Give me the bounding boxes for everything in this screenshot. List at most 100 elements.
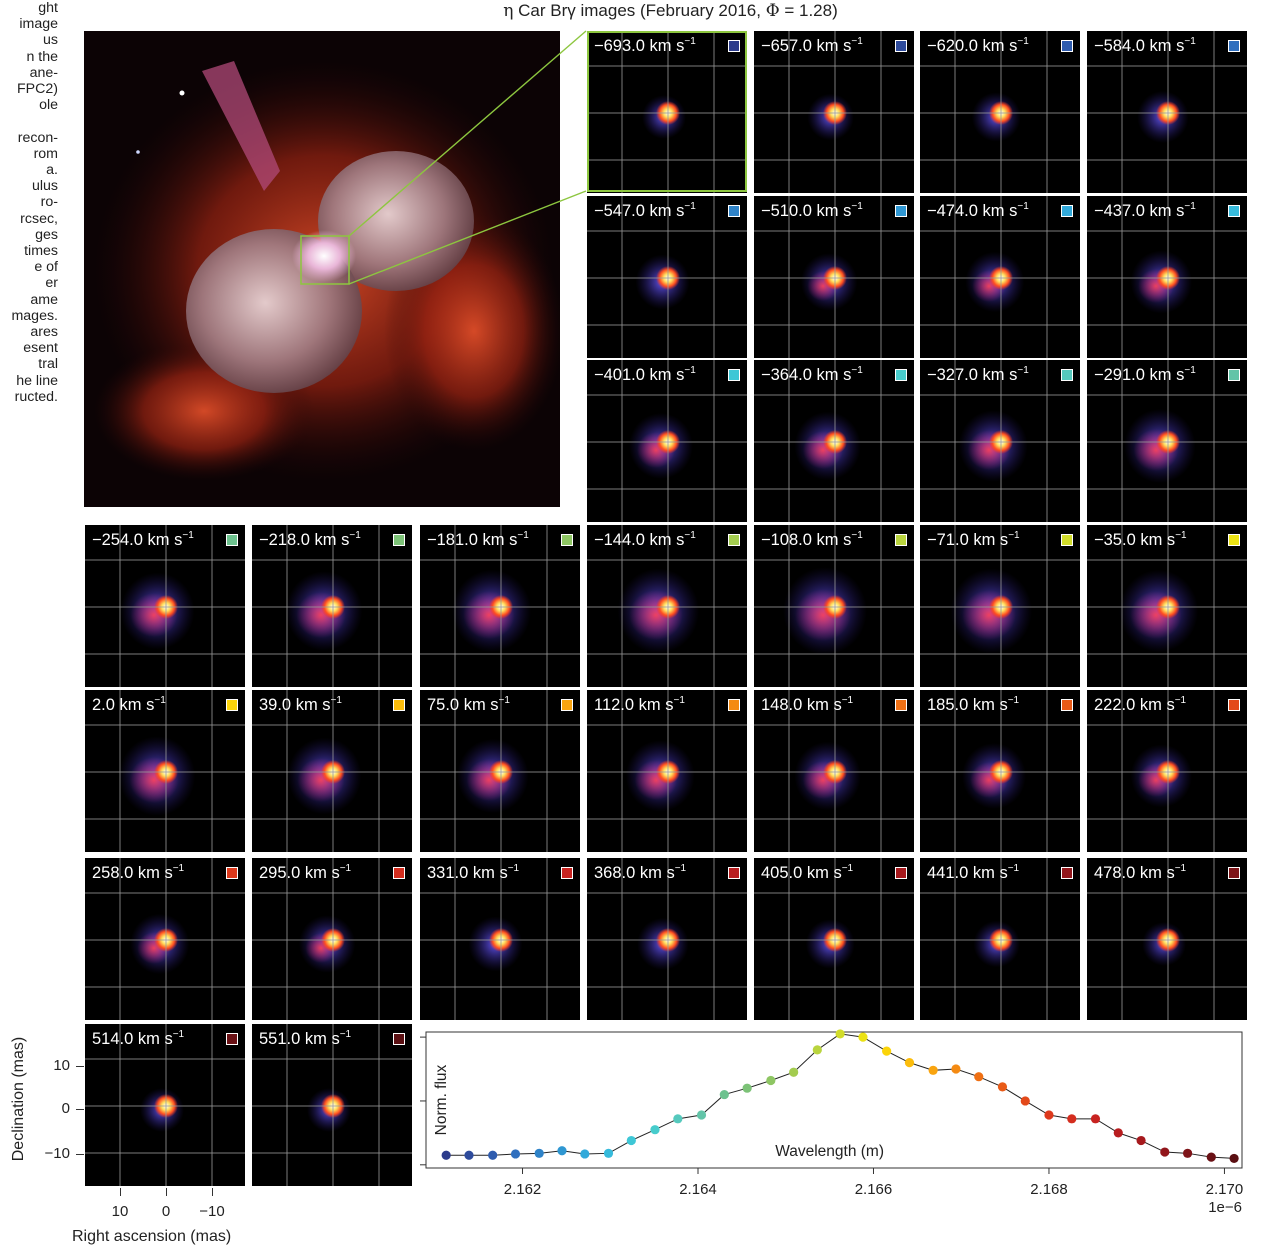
caption-line: a. [46,162,58,179]
channel-image-tile: 258.0 km s−1 [85,858,245,1020]
channel-image-tile: −584.0 km s−1 [1087,31,1247,193]
velocity-label: −510.0 km s−1 [761,201,863,220]
x-tick-label: 2.170 [1206,1181,1244,1198]
velocity-label: 258.0 km s−1 [92,863,185,882]
y-axis-label: Norm. flux [433,1064,450,1135]
right-ascension-axis-label: Right ascension (mas) [72,1228,232,1245]
channel-image-tile: 368.0 km s−1 [587,858,747,1020]
velocity-label: −620.0 km s−1 [927,36,1029,55]
velocity-label: −35.0 km s−1 [1094,530,1187,549]
caption-line: image [19,16,58,33]
velocity-color-swatch [1228,867,1240,879]
channel-image-tile: −291.0 km s−1 [1087,360,1247,522]
data-point [650,1125,660,1135]
velocity-color-swatch [561,534,573,546]
channel-image-tile: 551.0 km s−1 [252,1024,412,1186]
x-tick-label: 2.166 [855,1181,893,1198]
caption-line: er [45,275,58,292]
velocity-color-swatch [895,699,907,711]
channel-image-tile: 478.0 km s−1 [1087,858,1247,1020]
data-point [1183,1148,1193,1158]
caption-line: ght [38,0,58,16]
channel-image-tile: −218.0 km s−1 [252,525,412,687]
data-point [1206,1152,1216,1162]
data-point [1044,1110,1054,1120]
channel-image-tile: 441.0 km s−1 [920,858,1080,1020]
data-point [789,1067,799,1077]
channel-image-tile: −510.0 km s−1 [754,196,914,358]
velocity-label: −144.0 km s−1 [594,530,696,549]
data-point [441,1150,451,1160]
channel-image-tile: 295.0 km s−1 [252,858,412,1020]
velocity-color-swatch [728,699,740,711]
velocity-color-swatch [1228,40,1240,52]
data-point [1136,1135,1146,1146]
velocity-label: 39.0 km s−1 [259,695,342,714]
velocity-label: −657.0 km s−1 [761,36,863,55]
velocity-color-swatch [728,369,740,381]
axis-tick-label: 0 [161,1203,171,1220]
axis-tick-label: −10 [44,1145,70,1162]
data-point [580,1149,590,1159]
velocity-color-swatch [728,534,740,546]
velocity-color-swatch [1061,699,1073,711]
data-point [742,1083,752,1093]
velocity-label: 441.0 km s−1 [927,863,1020,882]
caption-line: he line [16,372,58,389]
channel-image-tile: −144.0 km s−1 [587,525,747,687]
channel-image-tile: 514.0 km s−1 [85,1024,245,1186]
channel-image-tile: 148.0 km s−1 [754,690,914,852]
data-point [928,1065,938,1075]
axis-tick-label: 10 [111,1203,129,1220]
velocity-color-swatch [1228,534,1240,546]
velocity-color-swatch [226,534,238,546]
data-point [673,1114,683,1124]
channel-image-tile: 75.0 km s−1 [420,690,580,852]
nebula-overview-image [84,31,560,507]
velocity-label: 368.0 km s−1 [594,863,687,882]
data-point [696,1110,707,1120]
velocity-label: −364.0 km s−1 [761,365,863,384]
data-point [997,1082,1008,1092]
data-point [904,1058,915,1068]
velocity-color-swatch [393,699,405,711]
data-point [464,1150,474,1160]
velocity-label: −291.0 km s−1 [1094,365,1196,384]
data-point [534,1148,544,1158]
channel-image-tile: 405.0 km s−1 [754,858,914,1020]
velocity-label: −71.0 km s−1 [927,530,1020,549]
channel-image-tile: −401.0 km s−1 [587,360,747,522]
brgamma-line-profile-chart: 2.1622.1642.1662.1682.1701231e−6Waveleng… [420,1029,1244,1216]
velocity-label: 478.0 km s−1 [1094,863,1187,882]
velocity-color-swatch [1228,369,1240,381]
channel-image-tile: −181.0 km s−1 [420,525,580,687]
velocity-label: 295.0 km s−1 [259,863,352,882]
side-caption-fragment: ght image us n the ane- FPC2) ole recon-rom a. u… [0,0,62,580]
velocity-label: 405.0 km s−1 [761,863,854,882]
figure-title: η Car Brγ images (February 2016, Φ = 1.2… [503,1,838,21]
caption-line: rom [33,145,58,162]
velocity-color-swatch [728,40,740,52]
velocity-color-swatch [393,867,405,879]
axis-tick [76,1154,84,1155]
caption-line: times [24,243,58,260]
x-axis-label: Wavelength (m) [775,1143,884,1160]
velocity-color-swatch [393,534,405,546]
data-point [626,1135,636,1146]
caption-line: ame [30,291,58,308]
axis-tick [76,1109,84,1110]
channel-image-tile: 39.0 km s−1 [252,690,412,852]
caption-line: esent [23,340,58,357]
velocity-label: 112.0 km s−1 [594,695,685,714]
velocity-label: 222.0 km s−1 [1094,695,1187,714]
data-point [766,1075,776,1086]
declination-axis-label: Declination (mas) [10,1036,27,1162]
velocity-color-swatch [728,867,740,879]
velocity-label: 148.0 km s−1 [761,695,854,714]
velocity-color-swatch [561,867,573,879]
velocity-label: 514.0 km s−1 [92,1029,185,1048]
x-multiplier-label: 1e−6 [1208,1199,1242,1216]
velocity-label: −401.0 km s−1 [594,365,696,384]
axis-tick [212,1188,213,1196]
caption-line: mages. [11,307,58,324]
